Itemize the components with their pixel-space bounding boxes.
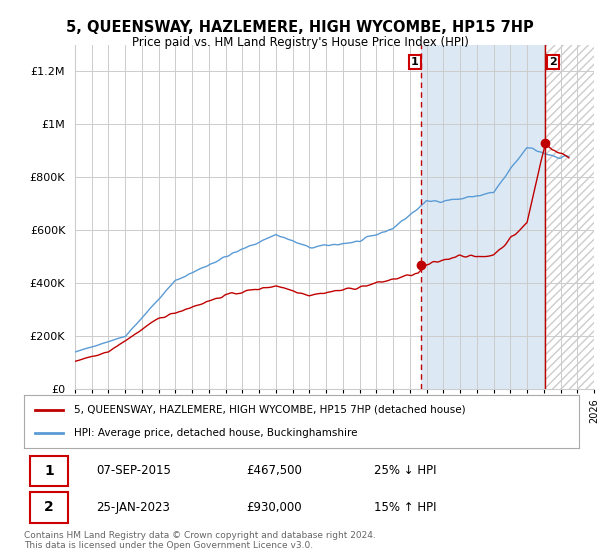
- Text: 5, QUEENSWAY, HAZLEMERE, HIGH WYCOMBE, HP15 7HP (detached house): 5, QUEENSWAY, HAZLEMERE, HIGH WYCOMBE, H…: [74, 405, 466, 415]
- Text: 25% ↓ HPI: 25% ↓ HPI: [374, 464, 436, 478]
- Text: 1: 1: [44, 464, 54, 478]
- Text: 2: 2: [44, 501, 54, 514]
- Text: £930,000: £930,000: [246, 501, 302, 514]
- Text: 5, QUEENSWAY, HAZLEMERE, HIGH WYCOMBE, HP15 7HP: 5, QUEENSWAY, HAZLEMERE, HIGH WYCOMBE, H…: [66, 20, 534, 35]
- FancyBboxPatch shape: [29, 492, 68, 522]
- Text: 1: 1: [411, 57, 419, 67]
- Text: 25-JAN-2023: 25-JAN-2023: [96, 501, 170, 514]
- Bar: [545, 45, 600, 389]
- Bar: [421, 45, 545, 389]
- FancyBboxPatch shape: [29, 456, 68, 486]
- Text: Price paid vs. HM Land Registry's House Price Index (HPI): Price paid vs. HM Land Registry's House …: [131, 36, 469, 49]
- Text: HPI: Average price, detached house, Buckinghamshire: HPI: Average price, detached house, Buck…: [74, 428, 358, 438]
- Text: Contains HM Land Registry data © Crown copyright and database right 2024.
This d: Contains HM Land Registry data © Crown c…: [24, 531, 376, 550]
- Text: 15% ↑ HPI: 15% ↑ HPI: [374, 501, 436, 514]
- Text: 2: 2: [550, 57, 557, 67]
- Text: £467,500: £467,500: [246, 464, 302, 478]
- Text: 07-SEP-2015: 07-SEP-2015: [96, 464, 171, 478]
